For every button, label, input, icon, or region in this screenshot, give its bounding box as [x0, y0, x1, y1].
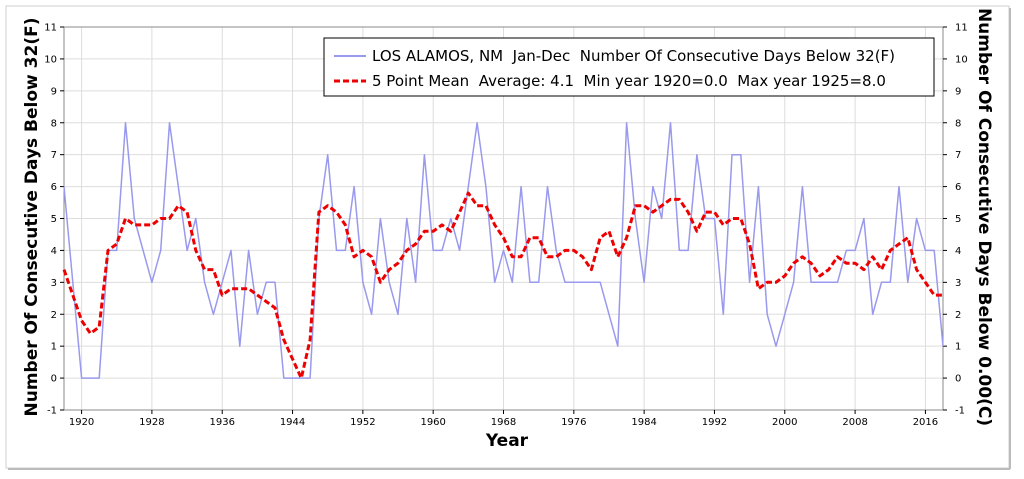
x-tick-label: 1952 [350, 417, 375, 428]
x-tick-label: 1992 [702, 417, 727, 428]
left-tick-label: 7 [51, 150, 57, 161]
right-tick-label: 2 [955, 310, 961, 321]
right-tick-label: 9 [955, 86, 961, 97]
series-lines [62, 122, 944, 380]
right-tick-label: 4 [955, 246, 961, 257]
left-tick-label: 9 [51, 86, 57, 97]
x-tick-label: 1960 [420, 417, 445, 428]
right-tick-label: 7 [955, 150, 961, 161]
x-tick-label: 1944 [280, 417, 305, 428]
left-tick-label: 10 [44, 54, 57, 65]
series-line-5-point-mean [62, 191, 943, 380]
right-tick-label: 11 [955, 23, 968, 34]
x-tick-label: 2000 [772, 417, 797, 428]
x-axis-title: Year [485, 431, 529, 451]
right-tick-label: 8 [955, 118, 961, 129]
legend: LOS ALAMOS, NM Jan-Dec Number Of Consecu… [323, 37, 935, 97]
x-tick-label: 1984 [631, 417, 656, 428]
left-tick-label: -1 [47, 406, 57, 417]
left-tick-label: 3 [51, 278, 57, 289]
left-tick-label: 0 [51, 374, 57, 385]
left-tick-label: 1 [51, 342, 57, 353]
right-tick-label: 0 [955, 374, 961, 385]
x-tick-label: 2016 [913, 417, 938, 428]
left-tick-label: 11 [44, 23, 57, 34]
right-tick-label: 3 [955, 278, 961, 289]
legend-label-observed: LOS ALAMOS, NM Jan-Dec Number Of Consecu… [372, 47, 895, 65]
y-axis-title-left: Number Of Consecutive Days Below 32(F) [22, 18, 42, 417]
series-line-observed [63, 122, 944, 379]
right-y-axis: -1 0 1 2 3 4 5 6 7 8 9 10 11 [943, 23, 968, 417]
right-tick-label: 1 [955, 342, 961, 353]
left-tick-label: 4 [51, 246, 57, 257]
right-tick-label: 5 [955, 214, 961, 225]
x-tick-label: 1968 [491, 417, 516, 428]
left-tick-label: 2 [51, 310, 57, 321]
left-y-axis: -1 0 1 2 3 4 5 6 7 8 9 10 11 [44, 23, 64, 417]
left-tick-label: 8 [51, 118, 57, 129]
x-tick-label: 1936 [209, 417, 234, 428]
right-tick-label: 6 [955, 182, 961, 193]
x-axis: 1920 1928 1936 1944 1952 1960 1968 1976 1984 1992… [69, 410, 938, 428]
left-tick-label: 6 [51, 182, 57, 193]
y-axis-title-right: Number Of Consecutive Days Below 0.00(C) [974, 8, 994, 426]
right-tick-label: 10 [955, 54, 968, 65]
x-tick-label: 1928 [139, 417, 164, 428]
left-tick-label: 5 [51, 214, 57, 225]
legend-box [323, 37, 935, 97]
x-tick-label: 1920 [69, 417, 94, 428]
legend-label-mean: 5 Point Mean Average: 4.1 Min year 1920=… [372, 72, 886, 90]
x-tick-label: 1976 [561, 417, 586, 428]
x-tick-label: 2008 [842, 417, 867, 428]
right-tick-label: -1 [955, 406, 965, 417]
